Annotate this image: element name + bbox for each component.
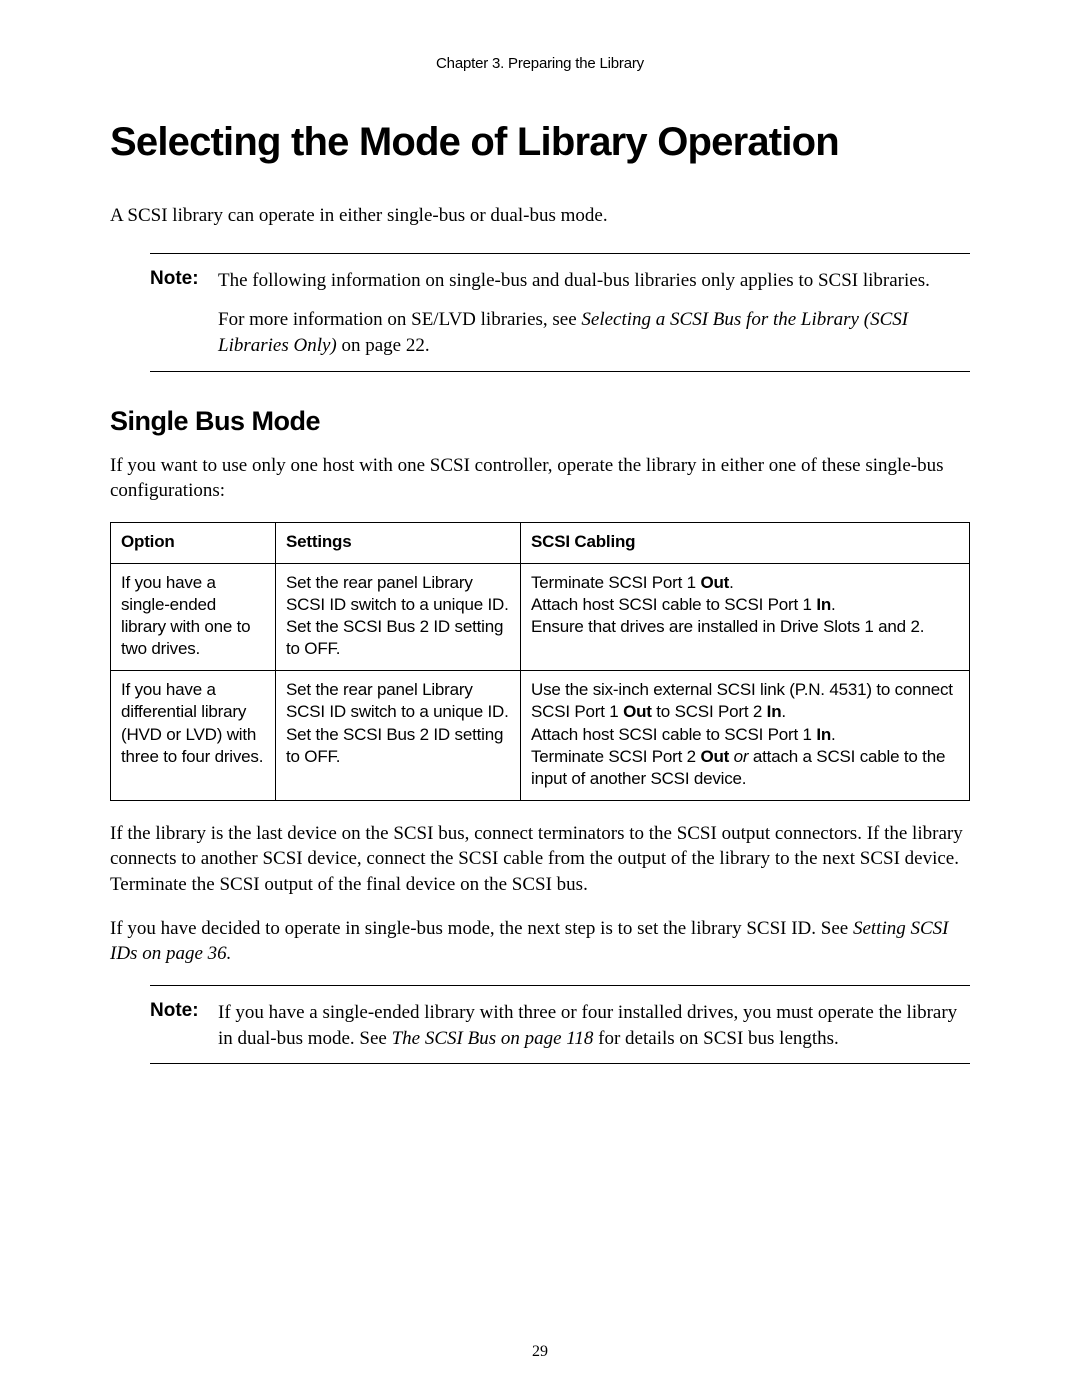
table-row: If you have a differential library (HVD … xyxy=(111,671,970,800)
page-title: Selecting the Mode of Library Operation xyxy=(110,120,970,165)
section-heading: Single Bus Mode xyxy=(110,406,970,437)
body-text: If you have decided to operate in single… xyxy=(110,918,853,939)
cell-text: Terminate SCSI Port 2 xyxy=(531,747,700,766)
note-text: For more information on SE/LVD libraries… xyxy=(218,309,581,330)
table-header-settings: Settings xyxy=(276,522,521,563)
note-body: The following information on single-bus … xyxy=(218,268,970,359)
note-paragraph: For more information on SE/LVD libraries… xyxy=(218,307,970,358)
cell-text: . xyxy=(831,595,836,614)
cell-text: Ensure that drives are installed in Driv… xyxy=(531,617,924,636)
cell-bold: Out xyxy=(700,747,729,766)
table-header-cabling: SCSI Cabling xyxy=(521,522,970,563)
cell-text: to SCSI Port 2 xyxy=(652,702,767,721)
note-paragraph: If you have a single-ended library with … xyxy=(218,1000,970,1051)
note-reference: The SCSI Bus on page 118 xyxy=(392,1028,594,1049)
cell-option: If you have a differential library (HVD … xyxy=(111,671,276,800)
chapter-header: Chapter 3. Preparing the Library xyxy=(110,55,970,72)
cell-text: . xyxy=(831,725,836,744)
cell-text: Set the SCSI Bus 2 ID setting to OFF. xyxy=(286,617,503,658)
cell-text: . xyxy=(781,702,786,721)
cell-cabling: Use the six-inch external SCSI link (P.N… xyxy=(521,671,970,800)
cell-text: Terminate SCSI Port 1 xyxy=(531,573,700,592)
cell-bold: In xyxy=(816,725,831,744)
note-label: Note: xyxy=(150,268,206,359)
options-table: Option Settings SCSI Cabling If you have… xyxy=(110,522,970,801)
note-text: for details on SCSI bus lengths. xyxy=(593,1028,838,1049)
note-block-1: Note: The following information on singl… xyxy=(150,253,970,372)
cell-bold: Out xyxy=(700,573,729,592)
cell-bold: In xyxy=(816,595,831,614)
page-number: 29 xyxy=(0,1343,1080,1361)
cell-text: . xyxy=(729,573,734,592)
cell-option: If you have a single-ended library with … xyxy=(111,563,276,670)
table-row: If you have a single-ended library with … xyxy=(111,563,970,670)
body-paragraph: If the library is the last device on the… xyxy=(110,821,970,898)
note-body: If you have a single-ended library with … xyxy=(218,1000,970,1051)
cell-ital: or xyxy=(729,747,748,766)
cell-bold: In xyxy=(767,702,782,721)
cell-settings: Set the rear panel Library SCSI ID switc… xyxy=(276,563,521,670)
cell-text: Attach host SCSI cable to SCSI Port 1 xyxy=(531,595,816,614)
table-header-option: Option xyxy=(111,522,276,563)
cell-bold: Out xyxy=(623,702,652,721)
table-header-row: Option Settings SCSI Cabling xyxy=(111,522,970,563)
section-intro: If you want to use only one host with on… xyxy=(110,453,970,504)
cell-settings: Set the rear panel Library SCSI ID switc… xyxy=(276,671,521,800)
note-text: on page 22. xyxy=(337,335,430,356)
note-label: Note: xyxy=(150,1000,206,1051)
body-paragraph: If you have decided to operate in single… xyxy=(110,916,970,967)
cell-cabling: Terminate SCSI Port 1 Out. Attach host S… xyxy=(521,563,970,670)
cell-text: Set the rear panel Library SCSI ID switc… xyxy=(286,573,509,614)
cell-text: Set the rear panel Library SCSI ID switc… xyxy=(286,680,509,721)
cell-text: Attach host SCSI cable to SCSI Port 1 xyxy=(531,725,816,744)
cell-text: Set the SCSI Bus 2 ID setting to OFF. xyxy=(286,725,503,766)
intro-paragraph: A SCSI library can operate in either sin… xyxy=(110,203,970,229)
note-paragraph: The following information on single-bus … xyxy=(218,268,970,294)
note-block-2: Note: If you have a single-ended library… xyxy=(150,985,970,1064)
